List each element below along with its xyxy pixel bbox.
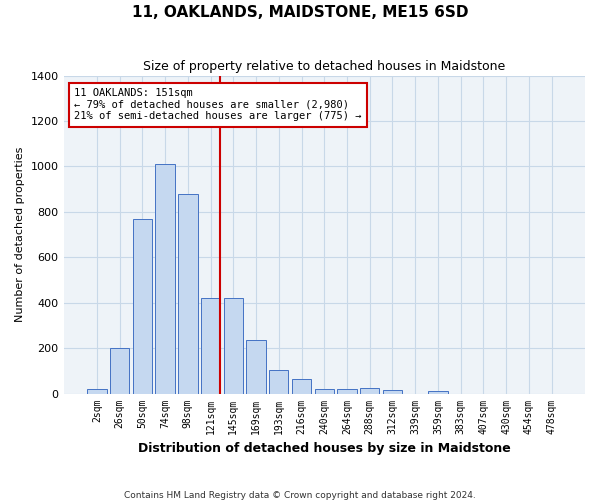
- X-axis label: Distribution of detached houses by size in Maidstone: Distribution of detached houses by size …: [138, 442, 511, 455]
- Text: Contains HM Land Registry data © Crown copyright and database right 2024.: Contains HM Land Registry data © Crown c…: [124, 490, 476, 500]
- Bar: [155, 164, 175, 394]
- Bar: [247, 340, 266, 394]
- Bar: [178, 194, 197, 394]
- Text: 11 OAKLANDS: 151sqm
← 79% of detached houses are smaller (2,980)
21% of semi-det: 11 OAKLANDS: 151sqm ← 79% of detached ho…: [74, 88, 361, 122]
- Bar: [133, 218, 152, 394]
- Bar: [428, 392, 448, 394]
- Bar: [87, 389, 107, 394]
- Bar: [110, 348, 130, 394]
- Bar: [383, 390, 402, 394]
- Bar: [337, 389, 356, 394]
- Bar: [224, 298, 243, 394]
- Text: 11, OAKLANDS, MAIDSTONE, ME15 6SD: 11, OAKLANDS, MAIDSTONE, ME15 6SD: [132, 5, 468, 20]
- Y-axis label: Number of detached properties: Number of detached properties: [15, 147, 25, 322]
- Bar: [314, 389, 334, 394]
- Bar: [201, 298, 220, 394]
- Bar: [360, 388, 379, 394]
- Bar: [269, 370, 289, 394]
- Bar: [292, 379, 311, 394]
- Title: Size of property relative to detached houses in Maidstone: Size of property relative to detached ho…: [143, 60, 505, 73]
